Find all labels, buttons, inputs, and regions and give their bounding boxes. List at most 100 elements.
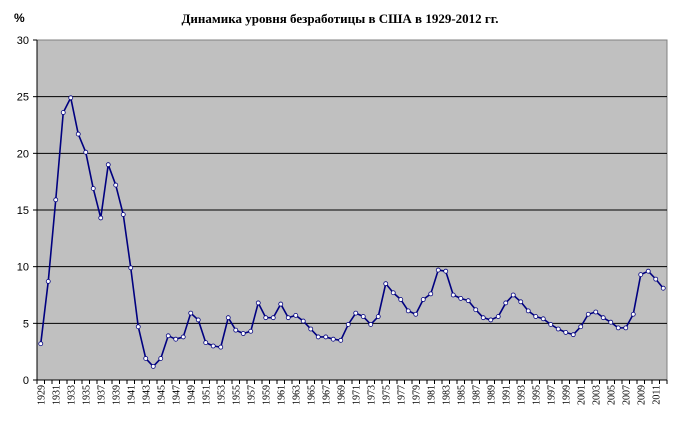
data-point-1980 <box>420 297 426 302</box>
data-point-1933 <box>68 95 74 101</box>
x-tick-label: 1941 <box>126 385 137 405</box>
x-tick-label: 1961 <box>276 385 287 405</box>
data-point-1976 <box>390 290 396 296</box>
data-point-1994 <box>525 308 531 314</box>
data-point-1953 <box>218 344 224 350</box>
x-tick-label: 1973 <box>366 385 377 405</box>
x-tick-label: 1959 <box>261 385 272 405</box>
data-point-1963 <box>293 312 299 318</box>
data-point-1978 <box>405 308 411 314</box>
x-tick-label: 1983 <box>441 385 452 405</box>
data-point-1981 <box>428 291 434 297</box>
data-point-2006 <box>615 325 621 331</box>
x-tick-label: 1975 <box>381 385 392 405</box>
data-point-1939 <box>113 182 119 188</box>
data-point-1949 <box>188 310 194 316</box>
x-tick-label: 2001 <box>576 385 587 405</box>
x-tick-label: 1971 <box>351 385 362 405</box>
data-point-1991 <box>503 300 509 306</box>
x-tick-label: 1945 <box>156 385 167 405</box>
x-tick-label: 1985 <box>456 385 467 405</box>
data-point-1930 <box>45 278 51 284</box>
data-point-1977 <box>398 297 404 302</box>
x-axis-ticks: 1929 1931 1933 1935 1937 1939 1941 1943 1945 1947… <box>36 380 668 405</box>
data-point-2009 <box>638 272 644 278</box>
data-point-1973 <box>368 322 374 327</box>
chart-title: Динамика уровня безработицы в США в 1929… <box>181 11 498 26</box>
x-tick-label: 1969 <box>336 385 347 405</box>
y-tick-label: 10 <box>17 262 29 274</box>
data-point-1958 <box>255 300 261 306</box>
data-point-1962 <box>285 315 291 321</box>
x-tick-label: 2009 <box>636 385 647 405</box>
x-tick-label: 1953 <box>216 385 227 405</box>
data-point-1998 <box>555 326 561 332</box>
x-tick-label: 1967 <box>321 385 332 405</box>
data-point-1993 <box>518 299 524 305</box>
data-point-1943 <box>143 356 149 361</box>
data-point-2001 <box>578 324 584 330</box>
data-point-2000 <box>570 332 576 338</box>
data-point-1934 <box>75 131 81 137</box>
data-point-2005 <box>608 319 614 325</box>
x-tick-label: 1999 <box>561 385 572 405</box>
data-point-1964 <box>300 318 306 324</box>
data-point-1954 <box>225 315 231 321</box>
y-tick-label: 25 <box>17 92 29 104</box>
data-point-1986 <box>465 298 471 304</box>
data-point-1992 <box>510 292 516 298</box>
data-point-1999 <box>563 329 569 335</box>
x-tick-label: 1929 <box>36 385 47 405</box>
grid-lines <box>37 96 667 324</box>
data-point-2003 <box>593 309 599 315</box>
data-point-1948 <box>180 334 186 340</box>
data-point-2004 <box>600 315 606 321</box>
x-tick-label: 1997 <box>546 385 557 405</box>
data-point-1983 <box>443 268 449 274</box>
data-point-1932 <box>60 110 66 115</box>
x-tick-label: 1933 <box>66 385 77 405</box>
x-tick-label: 1991 <box>501 385 512 405</box>
data-point-1942 <box>135 324 141 330</box>
data-point-1984 <box>450 292 456 298</box>
x-tick-label: 1947 <box>171 385 182 405</box>
data-point-1989 <box>488 317 494 323</box>
data-point-1940 <box>120 212 126 217</box>
data-point-1979 <box>413 311 419 317</box>
data-point-1947 <box>173 336 179 342</box>
x-tick-label: 1995 <box>531 385 542 405</box>
x-tick-label: 2005 <box>606 385 617 405</box>
data-point-1941 <box>128 265 134 271</box>
data-point-1960 <box>270 315 276 321</box>
data-point-1990 <box>495 314 501 319</box>
x-tick-label: 1963 <box>291 385 302 405</box>
x-tick-label: 1957 <box>246 385 257 405</box>
data-point-2012 <box>660 285 666 291</box>
data-point-1965 <box>308 326 314 332</box>
x-tick-label: 1949 <box>186 385 197 405</box>
data-point-1955 <box>233 327 239 333</box>
data-point-1966 <box>315 334 321 340</box>
data-point-1997 <box>548 322 554 327</box>
y-tick-label: 0 <box>23 375 29 387</box>
data-point-1995 <box>533 314 539 319</box>
x-tick-label: 2003 <box>591 385 602 405</box>
data-point-1931 <box>53 197 59 203</box>
data-point-1944 <box>150 363 156 369</box>
x-tick-label: 1979 <box>411 385 422 405</box>
y-tick-label: 30 <box>17 35 29 47</box>
x-tick-label: 1937 <box>96 385 107 405</box>
x-tick-label: 1977 <box>396 385 407 405</box>
data-point-1974 <box>375 314 381 319</box>
data-point-1945 <box>158 356 164 361</box>
data-point-1935 <box>83 149 89 155</box>
data-point-2008 <box>630 311 636 317</box>
y-tick-label: 15 <box>17 205 29 217</box>
y-axis-ticks: 0 5 10 15 20 25 30 <box>17 35 37 387</box>
data-point-1957 <box>248 328 254 334</box>
data-point-2011 <box>653 276 659 282</box>
data-point-1950 <box>195 317 201 323</box>
x-tick-label: 1993 <box>516 385 527 405</box>
data-point-2002 <box>585 311 591 317</box>
